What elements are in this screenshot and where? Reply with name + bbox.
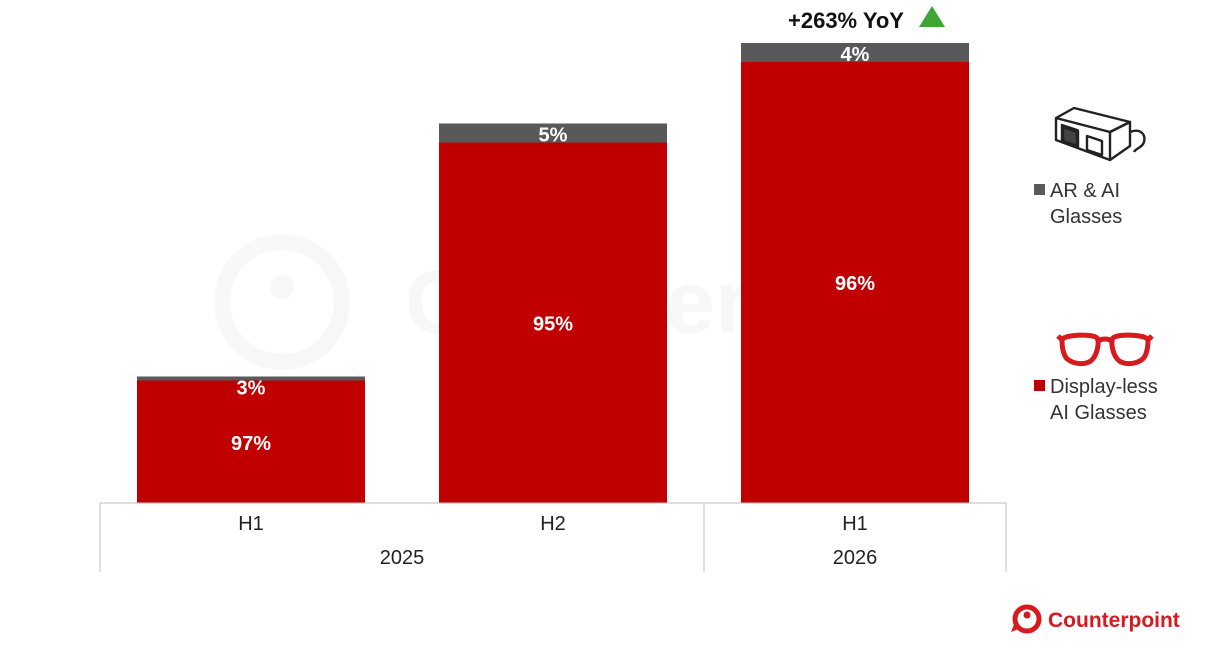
legend-label-ar-ai-line1: AR & AI [1050, 180, 1120, 202]
bar-ar-ai-2 [741, 43, 969, 62]
legend-label-ar-ai-line2: Glasses [1050, 206, 1122, 228]
data-label-ar-ai-1: 5% [539, 125, 568, 147]
x-group-label-0: 2025 [380, 547, 425, 569]
legend-swatch-display-less [1034, 380, 1045, 391]
bar-display-less-0 [137, 380, 365, 503]
up-triangle-icon [919, 6, 945, 27]
x-tick-label-0: H1 [238, 513, 264, 535]
yoy-text: +263% YoY [788, 8, 904, 33]
x-tick-label-1: H2 [540, 513, 566, 535]
data-label-ar-ai-2: 4% [841, 44, 870, 66]
data-label-display-less-2: 96% [835, 273, 875, 295]
legend-swatch-ar-ai [1034, 184, 1045, 195]
bars [137, 43, 969, 504]
x-axis: H1 H2 H1 2025 2026 [99, 502, 1007, 572]
ar-glasses-icon [1054, 106, 1146, 162]
bar-ar-ai-0 [137, 376, 365, 381]
brand-logo: Counterpoint [1011, 604, 1180, 634]
bar-display-less-1 [439, 142, 667, 503]
bar-labels: 97% 3% 95% 5% 96% 4% [231, 44, 875, 455]
x-tick-label-2: H1 [842, 513, 868, 535]
eyeglasses-icon [1056, 332, 1154, 367]
counterpoint-logo-icon [1011, 604, 1042, 634]
bar-display-less-2 [741, 61, 969, 504]
brand-name: Counterpoint [1048, 609, 1180, 632]
data-label-ar-ai-0: 3% [237, 378, 266, 400]
bar-ar-ai-1 [439, 123, 667, 143]
legend-label-display-less-line1: Display-less [1050, 376, 1158, 398]
legend-label-display-less-line2: AI Glasses [1050, 402, 1147, 424]
data-label-display-less-0: 97% [231, 433, 271, 455]
x-group-label-1: 2026 [833, 547, 878, 569]
data-label-display-less-1: 95% [533, 314, 573, 336]
legend: AR & AI Glasses Display-less AI Glasses [1034, 106, 1158, 424]
yoy-annotation: +263% YoY [788, 6, 945, 33]
